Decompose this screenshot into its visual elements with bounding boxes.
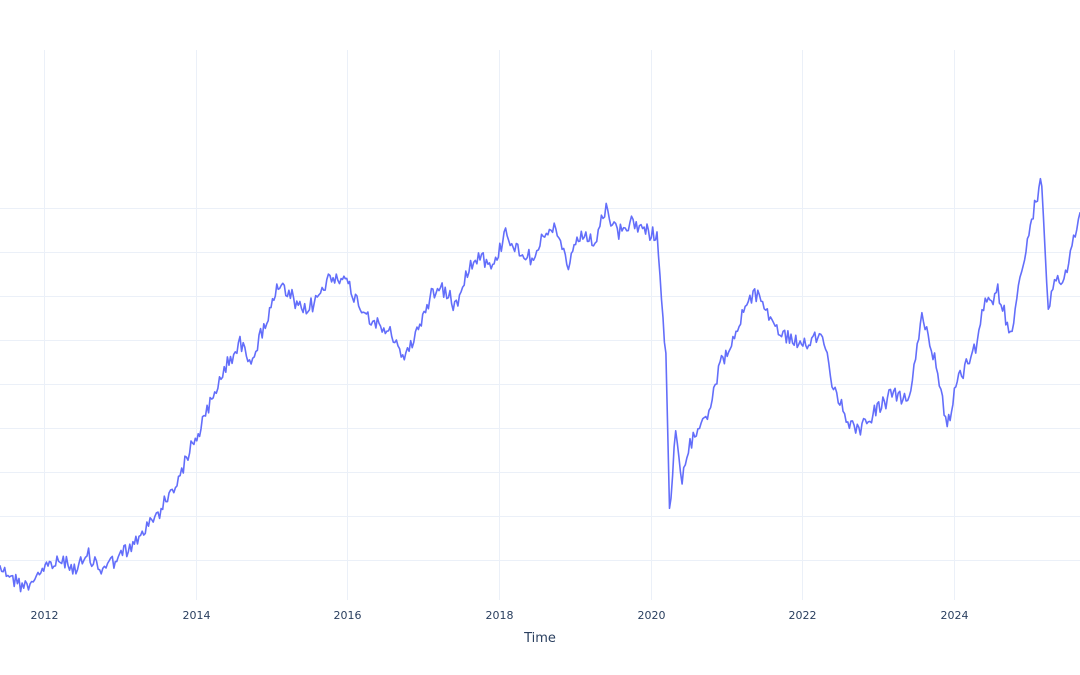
x-axis-ticks: 2012 2014 2016 2018 2020 2022 2024 [31,609,969,622]
x-tick-label: 2012 [31,609,59,622]
x-tick-label: 2018 [486,609,514,622]
series-layer [0,177,1080,593]
x-tick-label: 2024 [941,609,969,622]
series-line [0,177,1080,593]
x-axis-title: Time [523,631,556,646]
x-tick-label: 2022 [789,609,817,622]
x-tick-label: 2016 [334,609,362,622]
x-tick-label: 2020 [638,609,666,622]
x-tick-label: 2014 [183,609,211,622]
